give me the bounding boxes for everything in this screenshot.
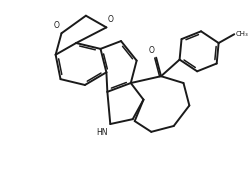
Text: HN: HN bbox=[96, 128, 107, 137]
Text: O: O bbox=[148, 46, 154, 55]
Text: O: O bbox=[107, 16, 113, 25]
Text: O: O bbox=[54, 21, 60, 30]
Text: CH₃: CH₃ bbox=[235, 31, 248, 37]
